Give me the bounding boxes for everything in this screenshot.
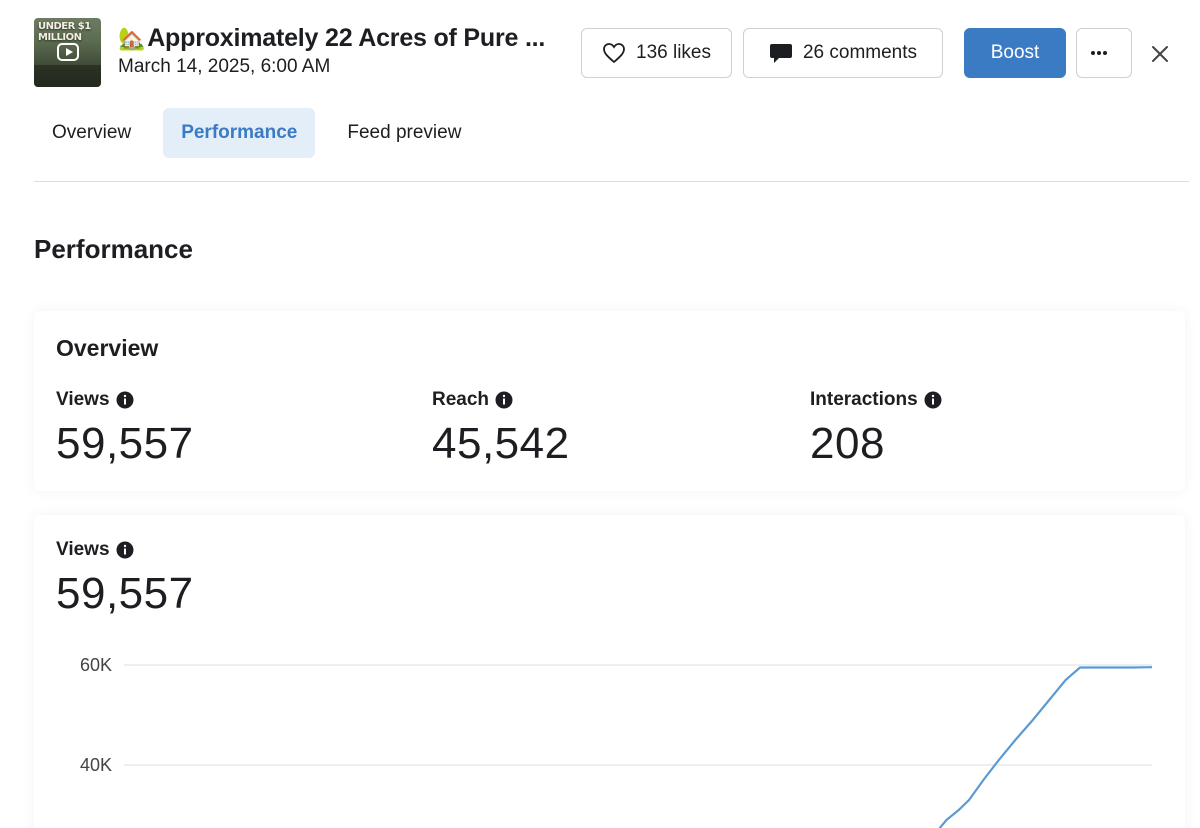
views-chart-label-row: Views	[56, 539, 194, 561]
post-thumbnail[interactable]: UNDER $1 MILLION	[34, 18, 101, 87]
reach-metric-label-row: Reach	[432, 389, 570, 411]
interactions-metric-value: 208	[810, 419, 885, 468]
views-chart-metric: Views 59,557	[56, 539, 194, 619]
reach-metric: Reach 45,542	[432, 389, 570, 469]
comment-icon	[769, 44, 792, 63]
heart-icon	[603, 43, 625, 64]
overview-card: Overview Views 59,557 Reach 45,542 Inter…	[34, 311, 1185, 491]
post-title: 🏡Approximately 22 Acres of Pure ...	[118, 24, 568, 53]
views-metric-value: 59,557	[56, 419, 194, 468]
chart-y-axis: 60K 40K	[80, 655, 112, 775]
interactions-metric-label-row: Interactions	[810, 389, 942, 411]
views-metric-label-row: Views	[56, 389, 194, 411]
tab-overview[interactable]: Overview	[52, 122, 132, 143]
close-icon	[1152, 46, 1168, 62]
thumbnail-text: UNDER $1 MILLION	[38, 21, 91, 43]
tab-feed-preview[interactable]: Feed preview	[347, 122, 462, 143]
views-chart-card: Views 59,557 60K 40K	[34, 515, 1185, 828]
chart-grid	[124, 664, 1152, 766]
views-metric-label: Views	[56, 389, 110, 410]
views-chart-label: Views	[56, 539, 110, 560]
reel-icon	[57, 43, 79, 61]
post-header: UNDER $1 MILLION 🏡Approximately 22 Acres…	[34, 18, 1184, 88]
post-title-block: 🏡Approximately 22 Acres of Pure ... Marc…	[118, 24, 568, 78]
tab-performance[interactable]: Performance	[163, 108, 316, 158]
comments-label: 26 comments	[802, 42, 918, 63]
y-tick-label: 60K	[80, 655, 112, 675]
y-tick-label: 40K	[80, 755, 112, 775]
views-metric: Views 59,557	[56, 389, 194, 469]
likes-button[interactable]: 136 likes	[581, 28, 732, 78]
info-icon[interactable]	[495, 391, 513, 409]
reach-metric-label: Reach	[432, 389, 490, 410]
post-date: March 14, 2025, 6:00 AM	[118, 56, 331, 77]
house-emoji-icon: 🏡	[118, 26, 146, 51]
views-chart-value: 59,557	[56, 569, 194, 618]
thumbnail-footer	[34, 65, 101, 87]
more-icon	[1091, 51, 1107, 55]
comments-button[interactable]: 26 comments	[743, 28, 943, 78]
tab-bar: Overview Performance Feed preview	[34, 108, 493, 160]
info-icon[interactable]	[116, 391, 134, 409]
interactions-metric: Interactions 208	[810, 389, 942, 469]
overview-heading: Overview	[56, 335, 159, 361]
tab-divider	[34, 181, 1189, 182]
section-title: Performance	[34, 234, 193, 264]
reach-metric-value: 45,542	[432, 419, 570, 468]
info-icon[interactable]	[116, 541, 134, 559]
post-title-text: Approximately 22 Acres of Pure ...	[147, 24, 546, 52]
interactions-metric-label: Interactions	[810, 389, 918, 410]
views-line-chart: 60K 40K	[80, 655, 1153, 828]
boost-button[interactable]: Boost	[964, 28, 1066, 78]
likes-label: 136 likes	[636, 42, 711, 63]
more-button[interactable]	[1076, 28, 1132, 78]
close-button[interactable]	[1146, 40, 1174, 68]
info-icon[interactable]	[924, 391, 942, 409]
views-series-line	[938, 666, 1153, 828]
